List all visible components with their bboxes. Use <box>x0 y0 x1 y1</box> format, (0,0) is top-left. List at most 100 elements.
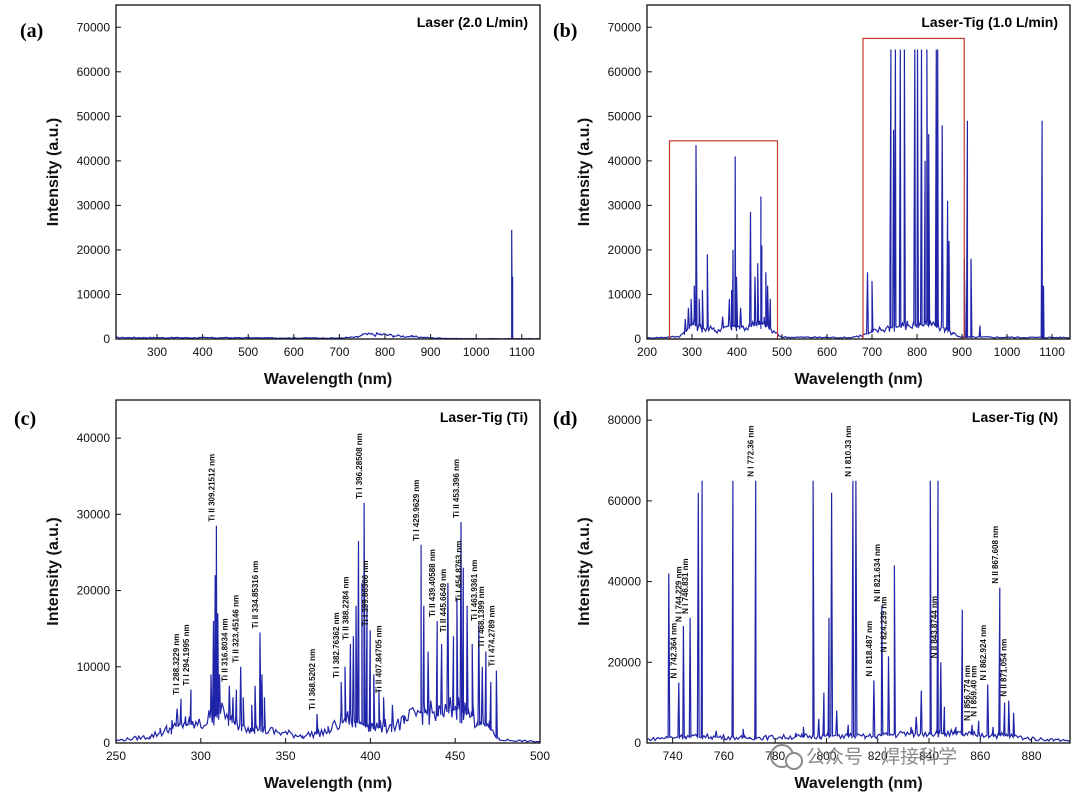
y-tick-label: 30000 <box>77 507 111 521</box>
x-tick-label: 860 <box>970 749 990 763</box>
x-tick-label: 1000 <box>463 345 490 359</box>
y-axis-label: Intensity (a.u.) <box>45 118 62 226</box>
x-tick-label: 800 <box>816 749 836 763</box>
plot-frame <box>115 4 541 340</box>
x-tick-label: 780 <box>765 749 785 763</box>
peak-annotation: Ti I 294.1995 nm <box>182 624 191 685</box>
peak-annotation: N I 856.774 nm <box>963 665 972 721</box>
y-tick-label: 10000 <box>608 287 642 301</box>
x-tick-label: 450 <box>445 749 465 763</box>
x-axis-label: Wavelength (nm) <box>264 775 392 792</box>
peak-annotation: Ti I 399.86366 nm <box>361 561 370 627</box>
x-tick-label: 500 <box>772 345 792 359</box>
peak-annotation: Ti II 309.21512 nm <box>207 454 216 522</box>
y-tick-label: 20000 <box>608 243 642 257</box>
x-tick-label: 600 <box>284 345 304 359</box>
y-tick-label: 40000 <box>77 431 111 445</box>
x-tick-label: 250 <box>106 749 126 763</box>
x-tick-label: 800 <box>907 345 927 359</box>
peak-annotation: N I 742.364 nm <box>670 623 679 679</box>
y-tick-label: 40000 <box>77 154 111 168</box>
panel-letter: (b) <box>553 20 577 42</box>
plot-frame <box>646 399 1071 744</box>
peak-annotation: N I 862.924 nm <box>979 625 988 681</box>
x-axis-label: Wavelength (nm) <box>794 371 922 388</box>
chart-panel-3: 250 300 350 400 450 500 0 10000 20000 30000 40000 W… <box>14 399 550 792</box>
x-tick-label: 900 <box>421 345 441 359</box>
peak-annotation: Ti I 396.28508 nm <box>355 433 364 499</box>
peak-annotation: Ti I 382.76362 nm <box>332 612 341 678</box>
spectrum-line <box>116 502 540 743</box>
y-tick-label: 60000 <box>608 65 642 79</box>
peak-annotation: N II 867.608 nm <box>991 526 1000 584</box>
panel-letter: (c) <box>14 408 36 430</box>
y-tick-label: 20000 <box>608 655 642 669</box>
x-tick-label: 600 <box>817 345 837 359</box>
peak-annotation: N I 818.487 nm <box>865 621 874 677</box>
y-tick-label: 0 <box>634 332 641 346</box>
x-tick-label: 880 <box>1022 749 1042 763</box>
y-tick-label: 20000 <box>77 243 111 257</box>
watermark-text: 公众号 · 焊接科学 <box>806 746 957 768</box>
peak-annotation: N I 746.831 nm <box>681 558 690 614</box>
y-tick-label: 0 <box>103 736 110 750</box>
y-tick-label: 70000 <box>77 20 111 34</box>
x-tick-label: 200 <box>637 345 657 359</box>
peak-annotation: N I 824.239 nm <box>880 597 889 653</box>
peak-annotation: Ti II 407.84705 nm <box>375 625 384 693</box>
y-tick-label: 60000 <box>608 494 642 508</box>
y-tick-label: 10000 <box>77 660 111 674</box>
y-tick-label: 70000 <box>608 20 642 34</box>
watermark: 公众号 · 焊接科学 <box>770 744 957 770</box>
plot-frame <box>115 399 541 744</box>
y-tick-label: 40000 <box>608 575 642 589</box>
x-tick-label: 300 <box>147 345 167 359</box>
plot-frame <box>646 4 1071 340</box>
peak-annotation: Ti II 388.2284 nm <box>341 576 350 639</box>
chart-panel-1: 300 400 500 600 700 800 900 1000 1100 0 10000 20000… <box>20 4 541 388</box>
x-tick-label: 350 <box>276 749 296 763</box>
y-axis-label: Intensity (a.u.) <box>576 517 593 625</box>
x-tick-label: 840 <box>919 749 939 763</box>
peak-annotation: Ti II 445.6649 nm <box>439 569 448 632</box>
chart-panel-2: 200 300 400 500 600 700 800 900 1000 1100 0 10000 20… <box>553 4 1071 388</box>
peak-annotation: Ti II 323.45146 nm <box>232 595 241 663</box>
peak-annotation: Ti II 316.8034 nm <box>220 618 229 681</box>
peak-annotation: N I 810.33 nm <box>844 426 853 477</box>
x-tick-label: 300 <box>191 749 211 763</box>
y-tick-label: 30000 <box>608 198 642 212</box>
y-tick-label: 20000 <box>77 584 111 598</box>
x-tick-label: 400 <box>360 749 380 763</box>
x-tick-label: 800 <box>375 345 395 359</box>
panel-title: Laser-Tig (N) <box>972 409 1058 425</box>
peak-annotation: Ti I 468.1399 nm <box>477 586 486 647</box>
peak-annotation: Ti I 429.9629 nm <box>412 480 421 541</box>
spectrum-line <box>647 480 1070 742</box>
y-tick-label: 80000 <box>608 413 642 427</box>
panel-title: Laser-Tig (1.0 L/min) <box>921 14 1058 30</box>
x-tick-label: 740 <box>663 749 683 763</box>
y-axis-label: Intensity (a.u.) <box>45 517 62 625</box>
x-tick-label: 1000 <box>994 345 1021 359</box>
y-tick-label: 30000 <box>77 198 111 212</box>
peak-annotation: Ti I 474.2789 nm <box>487 605 496 666</box>
x-tick-label: 700 <box>329 345 349 359</box>
wechat-icon-bubble <box>785 752 803 770</box>
peak-annotation: Ti I 288.3229 nm <box>172 634 181 695</box>
y-tick-label: 40000 <box>608 154 642 168</box>
x-tick-label: 500 <box>238 345 258 359</box>
peak-annotation: Ti I 368.5202 nm <box>308 649 317 710</box>
peak-annotation: N II 843.8744 nm <box>930 596 939 658</box>
chart-panel-4: 740 760 780 800 820 840 860 880 0 20000 40000 60000… <box>553 399 1071 792</box>
spectrum-line <box>647 49 1070 339</box>
peak-annotation: N II 871.054 nm <box>1000 639 1009 697</box>
panel-title: Laser (2.0 L/min) <box>417 14 528 30</box>
y-tick-label: 0 <box>103 332 110 346</box>
y-tick-label: 10000 <box>77 287 111 301</box>
spectrum-line <box>116 229 540 339</box>
y-tick-label: 60000 <box>77 65 111 79</box>
peak-annotation: N I 772.36 nm <box>747 426 756 477</box>
x-tick-label: 400 <box>727 345 747 359</box>
peak-annotation: Ti II 334.85316 nm <box>251 561 260 629</box>
peak-annotation: N II 821.634 nm <box>873 544 882 602</box>
